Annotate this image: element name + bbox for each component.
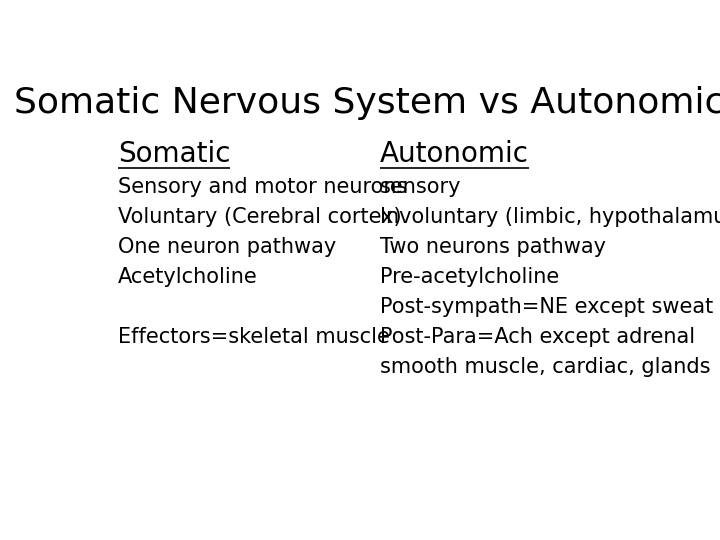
Text: Somatic Nervous System vs Autonomic: Somatic Nervous System vs Autonomic [14,85,720,119]
Text: sensory: sensory [380,177,462,197]
Text: Post-Para=Ach except adrenal: Post-Para=Ach except adrenal [380,327,696,347]
Text: Two neurons pathway: Two neurons pathway [380,237,606,257]
Text: Autonomic: Autonomic [380,140,529,167]
Text: Somatic: Somatic [118,140,230,167]
Text: Pre-acetylcholine: Pre-acetylcholine [380,267,559,287]
Text: Sensory and motor neurons: Sensory and motor neurons [118,177,408,197]
Text: Involuntary (limbic, hypothalamus): Involuntary (limbic, hypothalamus) [380,207,720,227]
Text: Post-sympath=NE except sweat: Post-sympath=NE except sweat [380,297,714,317]
Text: One neuron pathway: One neuron pathway [118,237,336,257]
Text: Voluntary (Cerebral cortex): Voluntary (Cerebral cortex) [118,207,402,227]
Text: smooth muscle, cardiac, glands: smooth muscle, cardiac, glands [380,357,711,377]
Text: Effectors=skeletal muscle: Effectors=skeletal muscle [118,327,390,347]
Text: Acetylcholine: Acetylcholine [118,267,258,287]
